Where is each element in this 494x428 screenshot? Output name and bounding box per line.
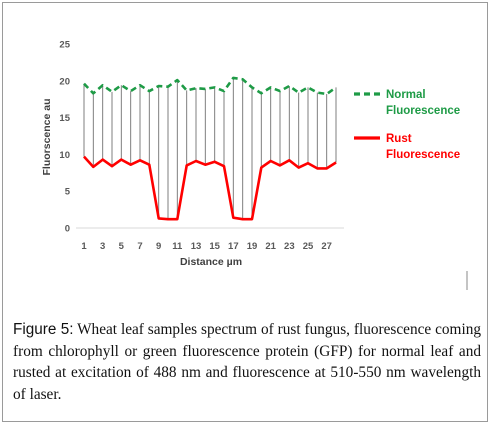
- legend-label-rust-line2: Fluorescence: [386, 149, 460, 161]
- x-tick-label: 25: [303, 241, 314, 252]
- y-tick-label: 5: [65, 187, 71, 198]
- legend-label-rust-line1: Rust: [386, 133, 412, 145]
- y-axis-ticks: 0 5 10 15 20 25: [59, 40, 70, 235]
- y-tick-label: 10: [59, 150, 70, 161]
- x-axis-ticks: 1 3 5 7 9 11 13 15 17 19 21 23 25 27: [81, 241, 332, 252]
- figure-label: Figure 5:: [13, 321, 74, 338]
- y-tick-label: 25: [59, 40, 70, 51]
- x-tick-label: 11: [172, 241, 183, 252]
- normal-fluorescence-series-line: [83, 76, 337, 96]
- legend: Normal Fluorescence Rust Fluorescence: [354, 89, 460, 161]
- figure-caption: Figure 5: Wheat leaf samples spectrum of…: [13, 319, 481, 405]
- x-tick-label: 3: [100, 241, 105, 252]
- x-tick-label: 1: [81, 241, 87, 252]
- x-axis-title: Distance µm: [180, 256, 242, 268]
- x-tick-label: 13: [191, 241, 202, 252]
- x-tick-label: 27: [321, 241, 332, 252]
- rust-fluorescence-series-line: [83, 155, 337, 221]
- x-tick-label: 21: [265, 241, 276, 252]
- x-tick-label: 7: [137, 241, 142, 252]
- y-tick-label: 15: [59, 113, 70, 124]
- x-tick-label: 15: [209, 241, 220, 252]
- y-axis-title: Fluorscence au: [41, 98, 53, 175]
- x-tick-label: 23: [284, 241, 295, 252]
- figure-caption-text: Wheat leaf samples spectrum of rust fung…: [13, 321, 481, 403]
- legend-label-normal-line1: Normal: [386, 89, 426, 101]
- legend-label-normal-line2: Fluorescence: [386, 105, 460, 117]
- drop-lines: [83, 77, 337, 220]
- x-tick-label: 19: [247, 241, 258, 252]
- x-tick-label: 5: [119, 241, 125, 252]
- x-tick-label: 17: [228, 241, 239, 252]
- x-tick-label: 9: [156, 241, 161, 252]
- figure-frame: 0 5 10 15 20 25 1 3 5 7 9 11 13 15 17 19 21 23 25 27 Dista…: [2, 2, 488, 422]
- y-tick-label: 20: [59, 76, 70, 87]
- y-tick-label: 0: [65, 224, 70, 235]
